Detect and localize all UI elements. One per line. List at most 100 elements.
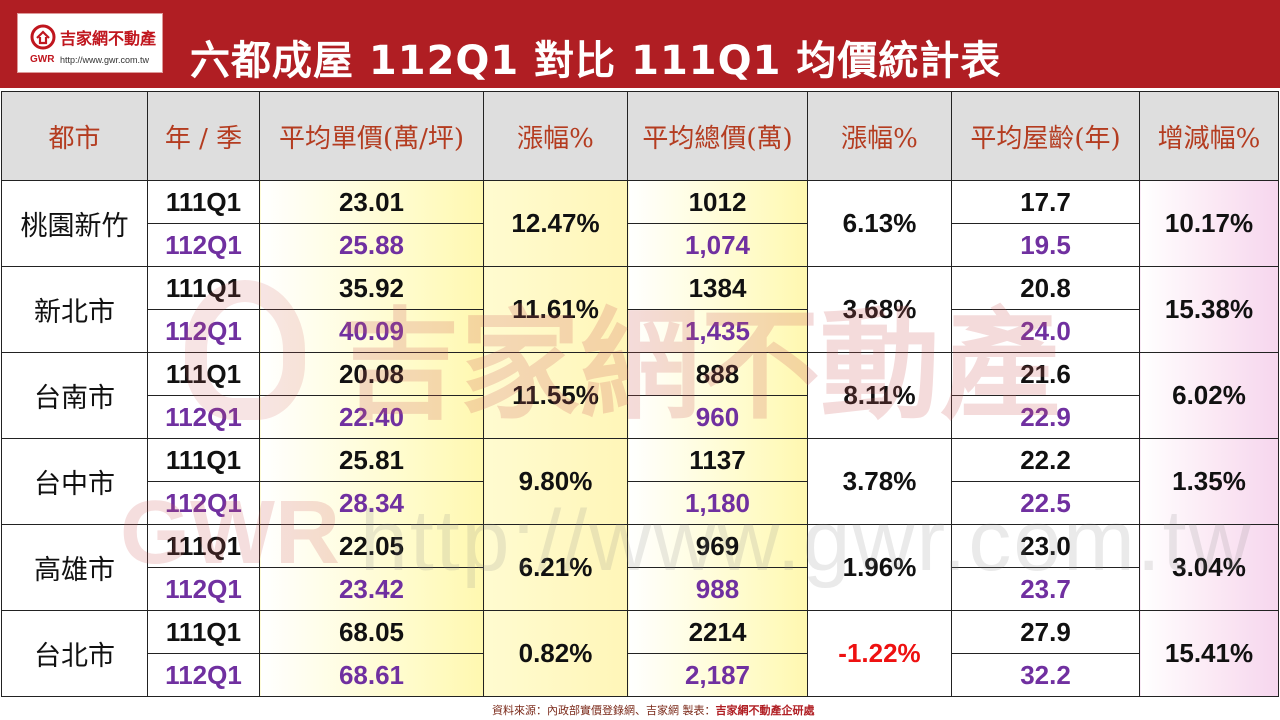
unit-change-cell: 9.80% — [483, 438, 628, 525]
page-title: 六都成屋 112Q1 對比 111Q1 均價統計表 — [190, 38, 1002, 84]
unit-price-prev-cell: 23.01 — [259, 180, 484, 224]
total-price-curr-cell: 1,180 — [627, 481, 808, 525]
age-curr-cell: 24.0 — [951, 309, 1140, 353]
age-change-cell: 15.41% — [1139, 610, 1279, 697]
table-row: 台北市 111Q1 68.05 0.82% 2214 -1.22% 27.9 15.41% — [1, 610, 1279, 697]
age-prev-cell: 20.8 — [951, 266, 1140, 310]
total-change-cell: 6.13% — [807, 180, 952, 267]
quarter-prev-cell: 111Q1 — [147, 352, 260, 396]
quarter-curr-cell: 112Q1 — [147, 567, 260, 611]
column-header-unit-change: 漲幅% — [483, 91, 628, 181]
header-bar: 吉家網不動產 GWR http://www.gwr.com.tw 六都成屋 11… — [0, 0, 1280, 88]
table-row: 112Q1 25.88 1,074 19.5 — [2, 223, 1279, 267]
quarter-prev-cell: 111Q1 — [147, 266, 260, 310]
unit-change-cell: 11.61% — [483, 266, 628, 353]
table-row: 桃園新竹 111Q1 23.01 12.47% 1012 6.13% 17.7 10.17% — [1, 180, 1279, 267]
total-price-prev-cell: 969 — [627, 524, 808, 568]
age-curr-cell: 22.9 — [951, 395, 1140, 439]
total-price-curr-cell: 2,187 — [627, 653, 808, 697]
unit-change-cell: 0.82% — [483, 610, 628, 697]
total-price-curr-cell: 960 — [627, 395, 808, 439]
unit-price-prev-cell: 68.05 — [259, 610, 484, 654]
age-prev-cell: 23.0 — [951, 524, 1140, 568]
table-row: 新北市 111Q1 35.92 11.61% 1384 3.68% 20.8 15.38% — [1, 266, 1279, 353]
unit-change-cell: 6.21% — [483, 524, 628, 611]
table-row: 台中市 111Q1 25.81 9.80% 1137 3.78% 22.2 1.35% — [1, 438, 1279, 525]
footnote-source: 資料來源：內政部實價登錄網、吉家網 製表： — [492, 704, 716, 717]
unit-price-prev-cell: 25.81 — [259, 438, 484, 482]
total-price-curr-cell: 1,074 — [627, 223, 808, 267]
age-prev-cell: 17.7 — [951, 180, 1140, 224]
total-price-curr-cell: 1,435 — [627, 309, 808, 353]
unit-price-prev-cell: 22.05 — [259, 524, 484, 568]
total-price-prev-cell: 2214 — [627, 610, 808, 654]
column-header-age-change: 增減幅% — [1139, 91, 1279, 181]
age-prev-cell: 27.9 — [951, 610, 1140, 654]
total-price-prev-cell: 1137 — [627, 438, 808, 482]
table-row: 112Q1 28.34 1,180 22.5 — [2, 481, 1279, 525]
unit-price-curr-cell: 40.09 — [259, 309, 484, 353]
unit-change-cell: 11.55% — [483, 352, 628, 439]
age-change-cell: 3.04% — [1139, 524, 1279, 611]
total-price-curr-cell: 988 — [627, 567, 808, 611]
unit-price-curr-cell: 23.42 — [259, 567, 484, 611]
age-change-cell: 15.38% — [1139, 266, 1279, 353]
age-curr-cell: 19.5 — [951, 223, 1140, 267]
unit-price-curr-cell: 28.34 — [259, 481, 484, 525]
table-row: 112Q1 40.09 1,435 24.0 — [2, 309, 1279, 353]
age-curr-cell: 32.2 — [951, 653, 1140, 697]
column-header-unit-price: 平均單價(萬/坪) — [259, 91, 484, 181]
city-cell: 台北市 — [1, 610, 148, 697]
age-curr-cell: 22.5 — [951, 481, 1140, 525]
table-row: 112Q1 22.40 960 22.9 — [2, 395, 1279, 439]
quarter-curr-cell: 112Q1 — [147, 395, 260, 439]
column-header-total-change: 漲幅% — [807, 91, 952, 181]
total-change-cell: 3.78% — [807, 438, 952, 525]
unit-price-prev-cell: 20.08 — [259, 352, 484, 396]
age-change-cell: 6.02% — [1139, 352, 1279, 439]
quarter-curr-cell: 112Q1 — [147, 653, 260, 697]
total-change-cell: 8.11% — [807, 352, 952, 439]
city-cell: 台中市 — [1, 438, 148, 525]
age-change-cell: 10.17% — [1139, 180, 1279, 267]
quarter-prev-cell: 111Q1 — [147, 610, 260, 654]
age-curr-cell: 23.7 — [951, 567, 1140, 611]
city-cell: 新北市 — [1, 266, 148, 353]
quarter-curr-cell: 112Q1 — [147, 223, 260, 267]
table-row: 台南市 111Q1 20.08 11.55% 888 8.11% 21.6 6.02% — [1, 352, 1279, 439]
age-prev-cell: 21.6 — [951, 352, 1140, 396]
table-header-row: 都市 年 / 季 平均單價(萬/坪) 漲幅% 平均總價(萬) 漲幅% 平均屋齡(… — [1, 91, 1279, 181]
quarter-prev-cell: 111Q1 — [147, 180, 260, 224]
column-header-house-age: 平均屋齡(年) — [951, 91, 1140, 181]
unit-price-curr-cell: 68.61 — [259, 653, 484, 697]
table-row: 112Q1 68.61 2,187 32.2 — [2, 653, 1279, 697]
total-price-prev-cell: 888 — [627, 352, 808, 396]
house-logo-icon — [30, 24, 56, 50]
logo-url-text: http://www.gwr.com.tw — [60, 55, 150, 65]
age-prev-cell: 22.2 — [951, 438, 1140, 482]
total-change-cell: 3.68% — [807, 266, 952, 353]
unit-price-curr-cell: 25.88 — [259, 223, 484, 267]
total-price-prev-cell: 1384 — [627, 266, 808, 310]
total-change-cell: -1.22% — [807, 610, 952, 697]
source-footnote: 資料來源：內政部實價登錄網、吉家網 製表：吉家網不動產企研處 — [492, 702, 815, 718]
price-statistics-table: 都市 年 / 季 平均單價(萬/坪) 漲幅% 平均總價(萬) 漲幅% 平均屋齡(… — [1, 91, 1279, 697]
total-change-cell: 1.96% — [807, 524, 952, 611]
logo-gwr-text: GWR — [30, 54, 55, 65]
table-row: 高雄市 111Q1 22.05 6.21% 969 1.96% 23.0 3.04% — [1, 524, 1279, 611]
logo-brand-name: 吉家網不動產 — [60, 29, 157, 48]
quarter-prev-cell: 111Q1 — [147, 524, 260, 568]
column-header-quarter: 年 / 季 — [147, 91, 260, 181]
unit-price-curr-cell: 22.40 — [259, 395, 484, 439]
city-cell: 台南市 — [1, 352, 148, 439]
city-cell: 高雄市 — [1, 524, 148, 611]
footnote-maker: 吉家網不動產企研處 — [715, 704, 815, 717]
column-header-city: 都市 — [1, 91, 148, 181]
brand-logo: 吉家網不動產 GWR http://www.gwr.com.tw — [17, 13, 163, 73]
unit-change-cell: 12.47% — [483, 180, 628, 267]
unit-price-prev-cell: 35.92 — [259, 266, 484, 310]
city-cell: 桃園新竹 — [1, 180, 148, 267]
total-price-prev-cell: 1012 — [627, 180, 808, 224]
quarter-curr-cell: 112Q1 — [147, 481, 260, 525]
age-change-cell: 1.35% — [1139, 438, 1279, 525]
